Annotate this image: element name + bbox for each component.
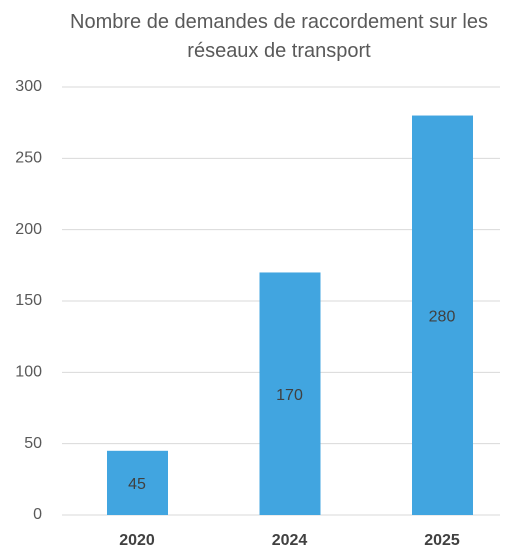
x-tick-label: 2020 xyxy=(119,532,155,548)
y-tick-label: 50 xyxy=(24,435,42,452)
y-tick-label: 300 xyxy=(15,78,42,95)
bar xyxy=(259,272,321,515)
data-label: 280 xyxy=(429,308,456,325)
bar xyxy=(107,450,168,515)
y-tick-label: 100 xyxy=(15,364,42,381)
x-tick-label: 2025 xyxy=(424,532,460,548)
data-label: 170 xyxy=(276,387,303,404)
chart-title: Nombre de demandes de raccordement sur l… xyxy=(70,11,488,62)
x-tick-label: 2024 xyxy=(272,532,308,548)
bar xyxy=(412,115,473,516)
y-tick-label: 0 xyxy=(33,506,42,523)
y-tick-label: 250 xyxy=(15,150,42,167)
data-label: 45 xyxy=(128,476,146,493)
y-tick-label: 150 xyxy=(15,292,42,309)
y-tick-label: 200 xyxy=(15,221,42,238)
